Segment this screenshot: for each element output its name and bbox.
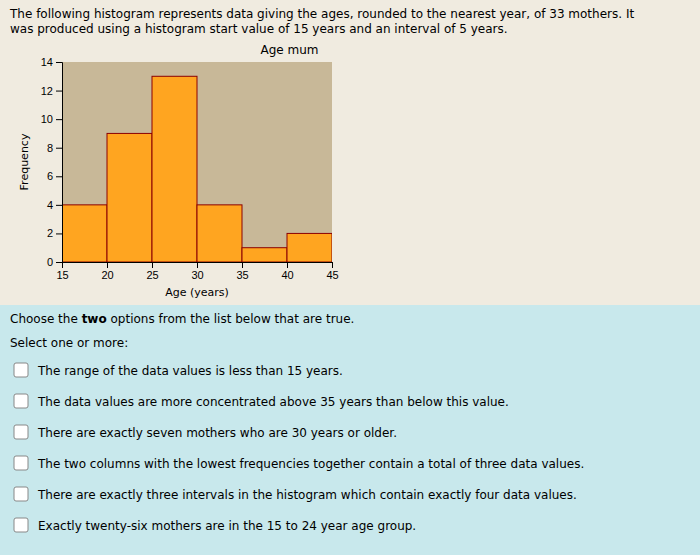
y-tick-label: 2 [47,227,53,239]
y-tick-mark [56,176,62,177]
chart-title: Age mum [260,43,318,57]
x-tick-label: 20 [101,269,113,281]
option-text: There are exactly three intervals in the… [37,488,577,502]
lower-background [0,305,700,555]
x-tick: 40 [281,262,293,281]
bar [152,76,197,262]
checkbox [14,487,28,501]
option-text: The range of the data values is less tha… [37,364,343,378]
x-tick-label: 30 [191,269,203,281]
y-tick-label: 10 [41,113,53,125]
instruction-part: options from the list below that are tru… [107,312,355,326]
y-axis-title: Frequency [18,133,31,190]
y-tick-mark [56,205,62,206]
bar [242,248,287,262]
x-tick-mark [107,262,108,268]
y-tick-label: 4 [47,199,53,211]
bar [287,233,332,262]
y-tick-mark [56,262,62,263]
x-tick: 25 [146,262,158,281]
header-text: The following histogram represents data … [9,7,634,21]
option-text: Exactly twenty-six mothers are in the 15… [38,519,416,533]
y-tick-mark [56,91,62,92]
select-prompt: Select one or more: [10,336,128,350]
upper-background [0,0,700,555]
instruction-bold: two [82,312,107,326]
x-tick-label: 45 [326,269,338,281]
y-tick: 2 [47,227,62,239]
y-axis-line [56,63,63,263]
option-text: The two columns with the lowest frequenc… [37,457,584,471]
bar [197,205,242,262]
plot-background [62,62,332,262]
y-tick: 0 [47,256,62,268]
x-tick-label: 25 [146,269,158,281]
y-tick: 10 [41,113,62,125]
y-tick-mark [56,62,62,63]
x-tick: 20 [101,262,113,281]
option-text: There are exactly seven mothers who are … [37,426,397,440]
instruction: Choose the two options from the list bel… [10,312,354,326]
checkbox [14,518,28,532]
x-tick-mark [197,262,198,268]
x-tick: 35 [236,262,248,281]
y-tick-label: 14 [41,56,53,68]
x-tick-mark [332,262,333,268]
y-axis: 0 2 4 6 8 10 12 14 [41,56,63,268]
x-tick-mark [242,262,243,268]
y-tick: 4 [47,199,62,211]
page: The following histogram represents data … [0,0,700,555]
y-tick-label: 6 [47,170,53,182]
instruction-part: Choose the [10,312,82,326]
x-axis: 15 20 25 30 35 40 45 [56,262,338,281]
y-tick-mark [56,119,62,120]
checkbox [14,456,28,470]
x-tick-mark [287,262,288,268]
bar [62,205,107,262]
x-tick-mark [152,262,153,268]
y-tick-label: 12 [41,85,53,97]
x-tick-label: 40 [281,269,293,281]
y-tick: 14 [41,56,62,68]
x-tick: 45 [326,262,338,281]
option-text: The data values are more concentrated ab… [37,395,509,409]
x-tick-label: 35 [236,269,248,281]
y-tick: 12 [41,85,62,97]
x-tick: 30 [191,262,203,281]
x-axis-line [63,263,333,269]
y-tick-mark [56,148,62,149]
x-tick-label: 15 [56,269,68,281]
x-tick: 15 [56,262,68,281]
bar [107,133,152,262]
y-tick: 8 [47,142,62,154]
y-tick-label: 0 [47,256,53,268]
bars [62,76,332,262]
x-axis-title: Age (years) [165,286,229,299]
checkbox [14,425,28,439]
y-tick-mark [56,233,62,234]
y-tick: 6 [47,170,62,182]
header-text: was produced using a histogram start val… [10,22,508,36]
checkbox [14,394,28,408]
y-tick-label: 8 [47,142,53,154]
checkbox [14,363,28,377]
